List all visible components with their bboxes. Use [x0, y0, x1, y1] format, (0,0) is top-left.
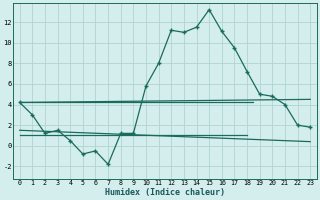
X-axis label: Humidex (Indice chaleur): Humidex (Indice chaleur) [105, 188, 225, 197]
